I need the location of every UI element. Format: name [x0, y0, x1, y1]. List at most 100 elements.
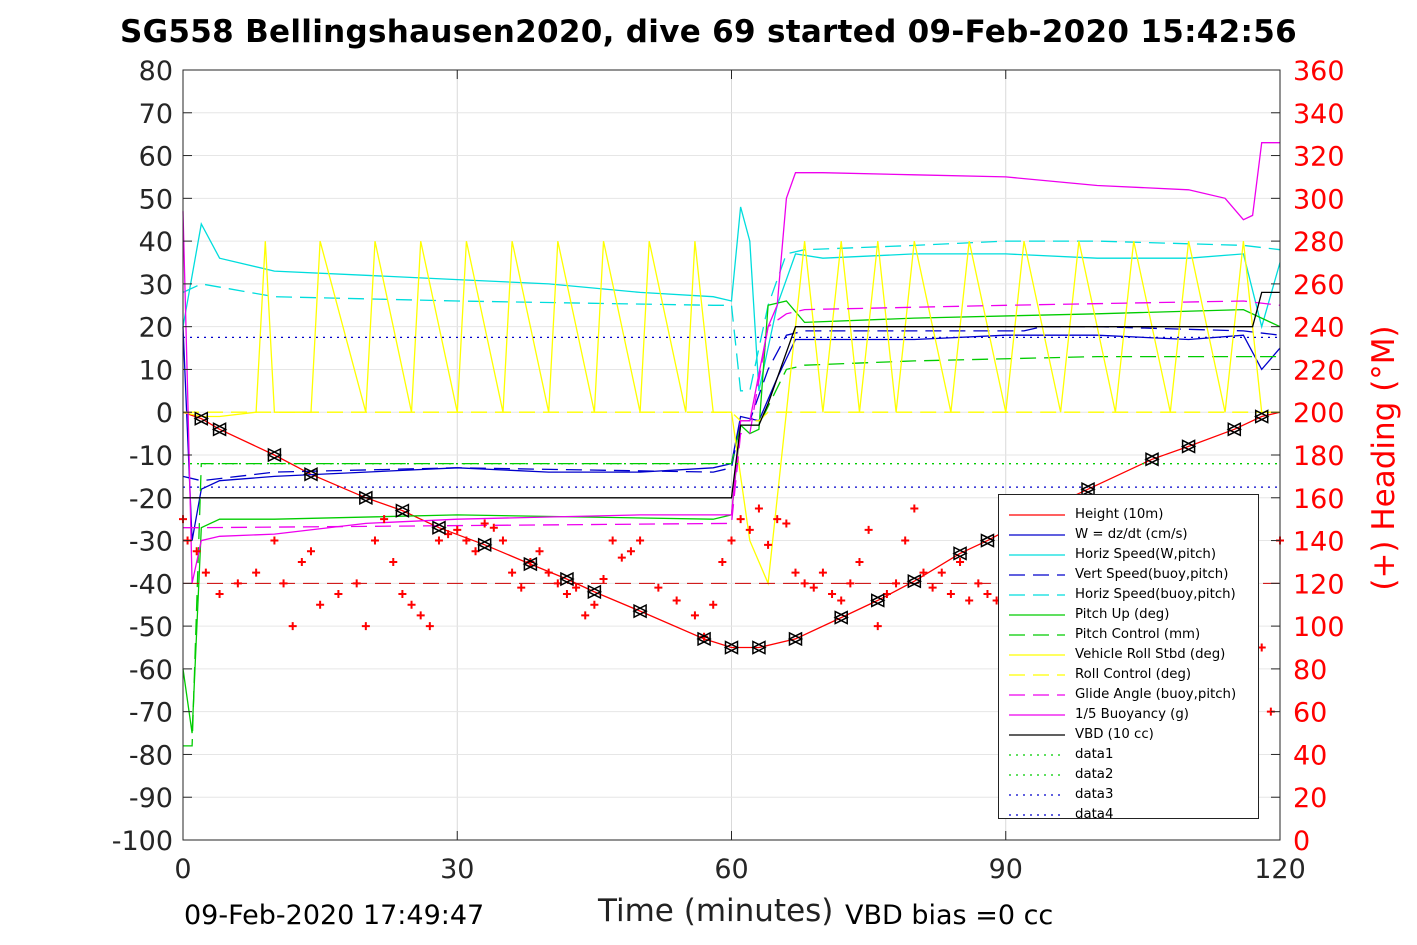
- legend-item: 1/5 Buoyancy (g): [999, 705, 1260, 725]
- height-marker: [723, 640, 739, 655]
- heading-point: [416, 611, 425, 620]
- height-marker: [394, 503, 410, 518]
- legend-label: Vehicle Roll Stbd (deg): [1075, 647, 1226, 662]
- height-marker: [1180, 439, 1196, 454]
- legend-swatch: [1009, 734, 1065, 736]
- heading-point: [233, 579, 242, 588]
- y-tick-label: -70: [129, 698, 173, 729]
- heading-point: [297, 557, 306, 566]
- height-marker: [1254, 409, 1269, 424]
- heading-point: [718, 557, 727, 566]
- height-marker: [1080, 482, 1095, 497]
- y-tick-label: 20: [139, 313, 173, 344]
- y2-tick-label: 280: [1293, 227, 1345, 258]
- heading-point: [398, 590, 407, 599]
- series-layer: [182, 142, 1281, 747]
- x-tick-label: 120: [1254, 854, 1306, 885]
- heading-point: [800, 579, 809, 588]
- x-tick-label: 0: [174, 854, 191, 885]
- heading-point: [837, 596, 846, 605]
- y2-tick-label: 240: [1293, 313, 1345, 344]
- y2-tick-label: 140: [1293, 527, 1345, 558]
- legend-item: Roll Control (deg): [999, 665, 1260, 685]
- heading-point: [846, 579, 855, 588]
- heading-point: [1257, 643, 1266, 652]
- heading-point: [192, 547, 201, 556]
- legend-item: Glide Angle (buoy,pitch): [999, 685, 1260, 705]
- legend-label: Pitch Up (deg): [1075, 607, 1170, 622]
- y-tick-label: -60: [129, 655, 173, 686]
- heading-point: [517, 583, 526, 592]
- heading-point: [773, 515, 782, 524]
- height-marker: [266, 447, 282, 463]
- heading-point: [626, 547, 635, 556]
- legend-swatch: [1009, 514, 1065, 516]
- axes: 80706050403020100-10-20-30-40-50-60-70-8…: [112, 56, 1345, 885]
- heading-point: [672, 596, 681, 605]
- heading-point: [974, 579, 983, 588]
- legend-item: data4: [999, 805, 1260, 825]
- heading-point: [215, 590, 224, 599]
- series-line: [182, 142, 1280, 584]
- legend-item: data3: [999, 785, 1260, 805]
- heading-point: [745, 525, 754, 534]
- legend-swatch: [1009, 654, 1065, 656]
- heading-point: [690, 611, 699, 620]
- height-marker: [870, 593, 885, 608]
- markers-layer: [193, 409, 1270, 655]
- legend-item: Pitch Control (mm): [999, 625, 1260, 645]
- height-marker: [358, 490, 373, 505]
- y2-axis-label: (+) Heading (°M): [1366, 325, 1402, 591]
- heading-point: [946, 590, 955, 599]
- legend-swatch: [1009, 574, 1065, 576]
- heading-point: [316, 600, 325, 609]
- y2-tick-label: 160: [1293, 484, 1345, 515]
- y2-tick-label: 320: [1293, 142, 1345, 173]
- heading-point: [407, 600, 416, 609]
- heading-point: [590, 600, 599, 609]
- heading-point: [508, 568, 517, 577]
- heading-point: [727, 536, 736, 545]
- legend-swatch: [1009, 754, 1065, 756]
- heading-point: [334, 590, 343, 599]
- heading-point: [498, 536, 507, 545]
- heading-point: [352, 579, 361, 588]
- heading-point: [910, 504, 919, 513]
- height-marker: [193, 411, 209, 426]
- heading-point: [288, 622, 297, 631]
- height-marker: [952, 546, 967, 561]
- legend-swatch: [1009, 774, 1065, 776]
- heading-point: [636, 536, 645, 545]
- heading-point: [306, 547, 315, 556]
- legend-label: Roll Control (deg): [1075, 667, 1192, 682]
- height-marker: [476, 537, 492, 553]
- x-axis-label: Time (minutes): [598, 893, 834, 929]
- heading-point: [654, 583, 663, 592]
- heading-point: [599, 575, 608, 584]
- heading-point: [380, 515, 389, 524]
- heading-point: [572, 583, 581, 592]
- y2-tick-label: 180: [1293, 441, 1345, 472]
- legend-swatch: [1009, 534, 1065, 536]
- heading-point: [937, 568, 946, 577]
- y-tick-label: -40: [129, 569, 173, 600]
- y2-tick-label: 40: [1293, 740, 1327, 771]
- y-tick-label: 50: [139, 184, 173, 215]
- height-marker: [787, 631, 803, 647]
- height-marker: [906, 573, 922, 589]
- heading-point: [965, 596, 974, 605]
- heading-point: [462, 536, 471, 545]
- y-tick-label: -90: [129, 783, 173, 814]
- y-tick-label: 80: [139, 56, 173, 87]
- legend-item: Height (10m): [999, 505, 1260, 525]
- height-marker: [696, 631, 711, 647]
- y-tick-label: -20: [129, 484, 173, 515]
- y2-tick-label: 60: [1293, 698, 1327, 729]
- y2-tick-label: 80: [1293, 655, 1327, 686]
- heading-point: [809, 583, 818, 592]
- height-marker: [632, 603, 647, 619]
- heading-point: [581, 611, 590, 620]
- legend-label: Horiz Speed(buoy,pitch): [1075, 587, 1236, 602]
- y-tick-label: -80: [129, 740, 173, 771]
